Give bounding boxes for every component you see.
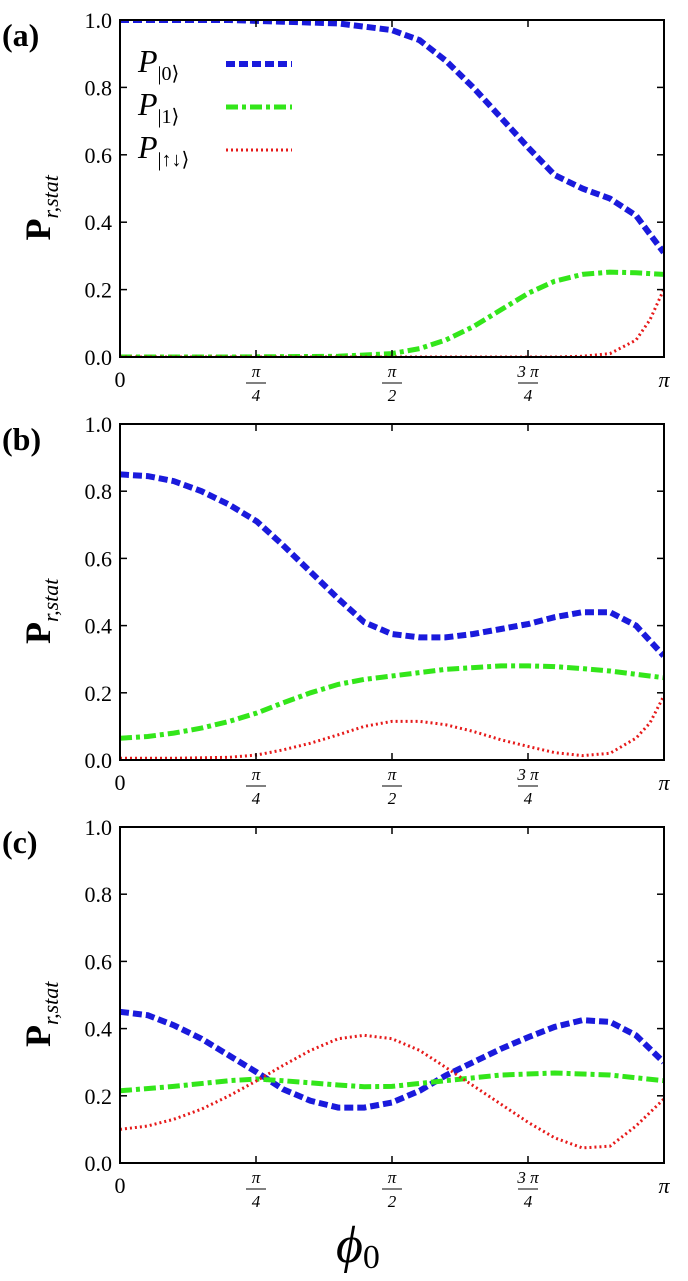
y-axis-label-sub: r,stat (38, 578, 63, 622)
panel-b: 0.0 0.2 0.4 0.6 0.8 1.0 0 π 4 π 2 3 π 4 π (b) Pr,stat (2, 412, 670, 808)
x-tick-denominator: 4 (524, 789, 533, 808)
x-tick-numerator: π (388, 1168, 397, 1187)
x-tick-denominator: 4 (252, 1192, 261, 1211)
x-tick-label: 0 (115, 367, 126, 392)
x-tick-label: π (658, 1173, 670, 1198)
legend-label: P|↑↓⟩ (137, 129, 189, 171)
y-tick-label: 0.2 (85, 1084, 113, 1109)
y-axis-label-main: P (18, 622, 58, 644)
legend-label-main: P (137, 129, 158, 165)
y-axis-label: Pr,stat (18, 174, 63, 240)
x-tick-numerator: 3 π (516, 765, 539, 784)
y-tick-label: 0.8 (85, 882, 113, 907)
x-tick-label: 0 (115, 1173, 126, 1198)
y-tick-label: 0.6 (85, 546, 113, 571)
y-tick-label: 1.0 (85, 412, 113, 437)
y-axis-label: Pr,stat (18, 981, 63, 1047)
x-tick-label: 0 (115, 770, 126, 795)
plot-frame (119, 826, 665, 1164)
x-tick-denominator: 4 (252, 789, 261, 808)
series-line-p1 (120, 663, 664, 741)
x-axis-label: ϕ0 (336, 1217, 380, 1276)
y-tick-label: 0.0 (85, 345, 113, 370)
y-axis-label-main: P (18, 1025, 58, 1047)
panel-c: 0.0 0.2 0.4 0.6 0.8 1.0 0 π 4 π 2 3 π 4 π (c) Pr,stat (2, 815, 670, 1211)
series-line-p0 (120, 20, 664, 255)
y-tick-label: 0.4 (85, 1017, 113, 1042)
x-tick-label: π (658, 367, 670, 392)
legend-label-sub: |1⟩ (158, 106, 180, 128)
legend-label: P|1⟩ (137, 86, 179, 128)
x-axis-label-sub: 0 (363, 1239, 380, 1276)
series-line-pud (120, 1033, 664, 1150)
y-tick-label: 0.6 (85, 143, 113, 168)
y-tick-label: 0.8 (85, 479, 113, 504)
y-axis-label-sub: r,stat (38, 174, 63, 218)
x-tick-denominator: 4 (524, 386, 533, 405)
y-tick-label: 0.8 (85, 75, 113, 100)
y-tick-label: 1.0 (85, 815, 113, 840)
plot-frame (119, 423, 665, 761)
y-tick-label: 0.4 (85, 614, 113, 639)
y-tick-label: 0.2 (85, 278, 113, 303)
y-tick-label: 0.0 (85, 1151, 113, 1176)
panel-label: (c) (2, 824, 38, 860)
x-tick-denominator: 2 (388, 789, 397, 808)
y-axis-label-sub: r,stat (38, 981, 63, 1025)
series-line-pud (120, 695, 664, 760)
x-tick-label: π (658, 770, 670, 795)
legend: P|0⟩P|1⟩P|↑↓⟩ (137, 43, 292, 171)
x-tick-denominator: 2 (388, 1192, 397, 1211)
x-tick-numerator: π (252, 1168, 261, 1187)
x-tick-numerator: 3 π (516, 1168, 539, 1187)
series-line-p0 (120, 1008, 664, 1111)
x-axis-label-main: ϕ (336, 1217, 363, 1274)
legend-label-main: P (137, 43, 158, 79)
legend-label-sub: |0⟩ (158, 63, 180, 85)
x-tick-denominator: 4 (524, 1192, 533, 1211)
series-line-p0 (120, 471, 664, 658)
series-line-p1 (120, 269, 664, 357)
x-tick-denominator: 2 (388, 386, 397, 405)
x-tick-numerator: π (388, 362, 397, 381)
x-tick-numerator: π (252, 765, 261, 784)
y-tick-label: 0.4 (85, 210, 113, 235)
x-tick-denominator: 4 (252, 386, 261, 405)
x-tick-numerator: π (252, 362, 261, 381)
panel-label: (a) (2, 17, 39, 53)
legend-label: P|0⟩ (137, 43, 179, 85)
y-axis-label: Pr,stat (18, 578, 63, 644)
series-line-p1 (120, 1070, 664, 1094)
y-tick-label: 0.2 (85, 681, 113, 706)
y-tick-label: 0.6 (85, 949, 113, 974)
y-tick-label: 1.0 (85, 8, 113, 33)
legend-label-main: P (137, 86, 158, 122)
y-tick-label: 0.0 (85, 748, 113, 773)
x-tick-numerator: 3 π (516, 362, 539, 381)
x-tick-numerator: π (388, 765, 397, 784)
legend-label-sub: |↑↓⟩ (158, 149, 190, 171)
panel-label: (b) (2, 421, 41, 457)
y-axis-label-main: P (18, 219, 58, 241)
series-line-pud (120, 288, 664, 357)
